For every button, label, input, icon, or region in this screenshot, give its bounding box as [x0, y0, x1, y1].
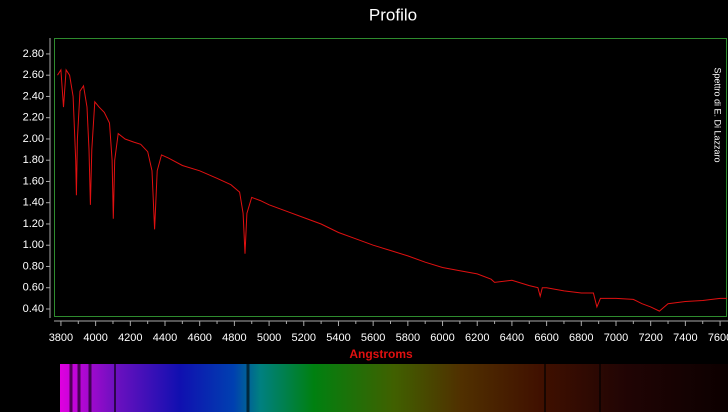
y-tick-label: 1.00: [23, 239, 44, 251]
y-tick-label: 1.60: [23, 175, 44, 187]
plot-frame: [54, 38, 727, 317]
spectrum-line: [57, 68, 727, 312]
spectrum-strip: [60, 364, 728, 412]
y-tick-label: 2.60: [23, 69, 44, 81]
x-tick-label: 5000: [257, 332, 281, 344]
x-axis-label: Angstroms: [349, 347, 413, 361]
y-tick-label: 1.20: [23, 218, 44, 230]
x-tick-label: 4400: [153, 332, 177, 344]
y-tick-label: 0.80: [23, 260, 44, 272]
x-tick-label: 6800: [569, 332, 593, 344]
y-tick-label: 2.80: [23, 48, 44, 60]
y-tick-label: 1.80: [23, 154, 44, 166]
absorption-lines: [69, 364, 601, 412]
x-tick-label: 7000: [604, 332, 628, 344]
x-tick-label: 5200: [292, 332, 316, 344]
y-tick-label: 2.00: [23, 133, 44, 145]
x-tick-label: 5400: [326, 332, 350, 344]
x-tick-label: 3800: [49, 332, 73, 344]
y-tick-label: 2.40: [23, 90, 44, 102]
x-tick-label: 5800: [396, 332, 420, 344]
side-label: Spettro di E. Di Lazzaro: [713, 67, 723, 162]
y-tick-label: 1.40: [23, 197, 44, 209]
y-tick-label: 0.60: [23, 282, 44, 294]
x-tick-label: 5600: [361, 332, 385, 344]
y-tick-label: 0.40: [23, 303, 44, 315]
x-tick-label: 6600: [534, 332, 558, 344]
x-tick-label: 6000: [430, 332, 454, 344]
chart-title: Profilo: [369, 5, 417, 24]
x-tick-label: 4600: [187, 332, 211, 344]
x-tick-label: 4800: [222, 332, 246, 344]
x-tick-label: 7600: [708, 332, 728, 344]
x-tick-label: 4200: [118, 332, 142, 344]
x-tick-label: 7200: [638, 332, 662, 344]
x-tick-label: 6400: [500, 332, 524, 344]
x-tick-label: 7400: [673, 332, 697, 344]
y-tick-label: 2.20: [23, 112, 44, 124]
x-tick-label: 6200: [465, 332, 489, 344]
x-tick-label: 4000: [83, 332, 107, 344]
